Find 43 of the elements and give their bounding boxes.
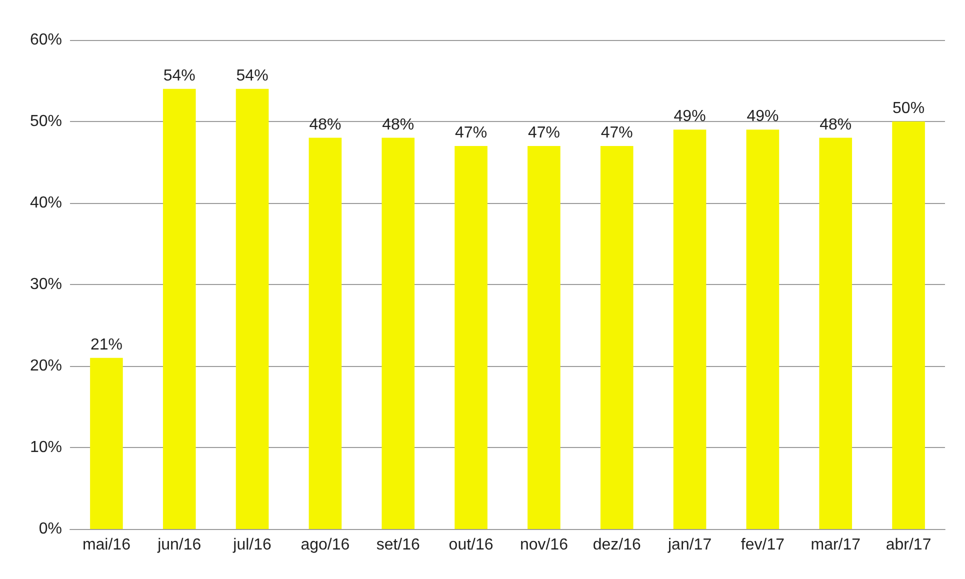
x-tick-label: fev/17	[740, 536, 785, 554]
x-tick-label: dez/16	[592, 536, 641, 554]
bar	[819, 138, 852, 529]
x-tick-label: abr/17	[886, 536, 932, 554]
x-tick-label: out/16	[448, 536, 494, 554]
x-tick-label: jul/16	[232, 536, 272, 554]
data-label: 49%	[674, 108, 706, 126]
data-label: 48%	[820, 116, 852, 134]
data-label: 54%	[163, 67, 196, 84]
bar	[673, 130, 706, 529]
y-tick-label: 40%	[30, 194, 62, 212]
bar	[892, 122, 925, 529]
bar	[382, 138, 415, 529]
x-tick-label: set/16	[376, 536, 420, 554]
x-tick-label: jan/17	[666, 536, 712, 554]
bar	[236, 88, 269, 529]
y-tick-label: 50%	[30, 113, 62, 130]
y-tick-label: 30%	[30, 276, 62, 293]
x-tick-label: ago/16	[300, 536, 350, 554]
y-tick-label: 20%	[30, 358, 62, 374]
bar	[600, 146, 634, 529]
x-tick-label: nov/16	[520, 536, 568, 554]
y-tick-label: 0%	[38, 520, 62, 538]
y-tick-label: 60%	[30, 32, 62, 48]
data-label: 50%	[892, 100, 925, 117]
data-label: 47%	[600, 124, 633, 142]
data-label: 47%	[528, 124, 560, 142]
x-tick-label: mai/16	[82, 536, 131, 554]
bar	[308, 138, 342, 529]
data-label: 54%	[236, 67, 268, 84]
bar	[162, 88, 196, 529]
data-label: 49%	[746, 108, 779, 126]
data-label: 48%	[382, 116, 414, 134]
bar	[90, 358, 123, 529]
x-tick-label: jun/16	[156, 536, 202, 554]
y-tick-label: 10%	[30, 439, 62, 456]
x-tick-label: mar/17	[810, 536, 861, 554]
data-label: 47%	[455, 124, 488, 142]
bar	[454, 146, 488, 529]
data-label: 48%	[309, 116, 342, 134]
bar	[746, 130, 780, 529]
data-label: 21%	[90, 336, 122, 354]
bar	[528, 146, 560, 529]
